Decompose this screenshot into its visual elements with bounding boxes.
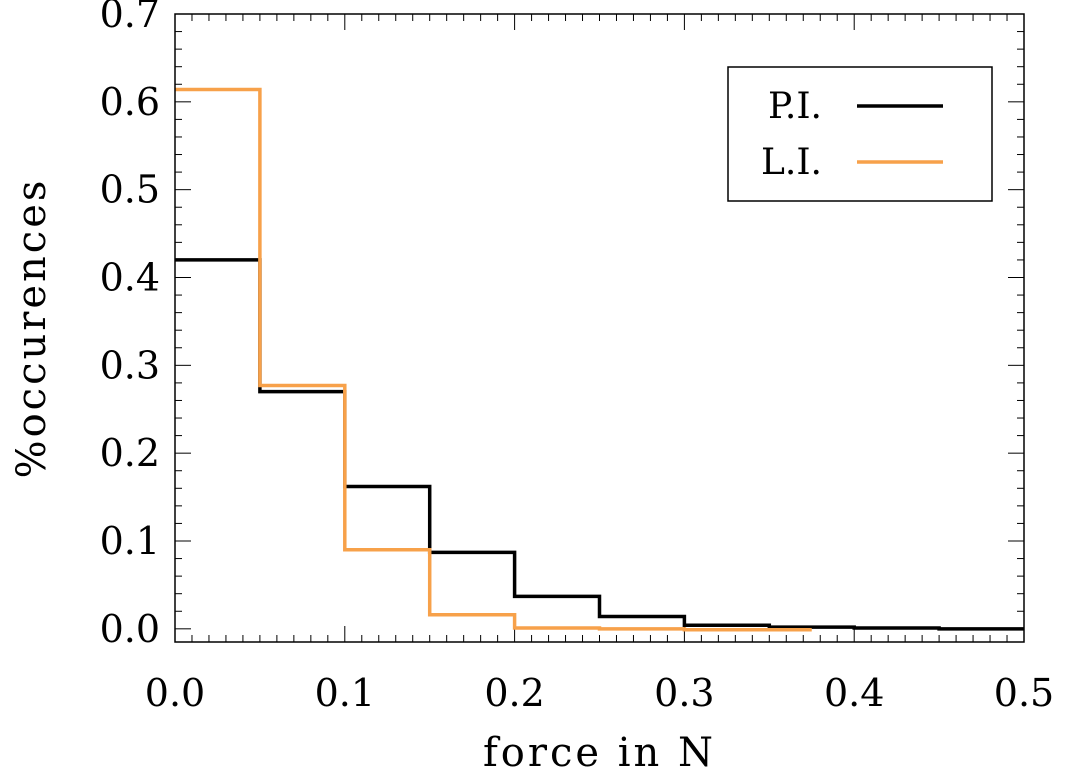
- x-tick-label: 0.0: [145, 671, 205, 715]
- y-tick-label: 0.0: [100, 607, 160, 651]
- plot-frame: [174, 13, 1025, 643]
- series-line-li: [175, 87, 812, 632]
- y-tick-label: 0.5: [100, 168, 160, 212]
- legend: P.I. L.I.: [727, 66, 993, 202]
- legend-label-pi: P.I.: [768, 86, 822, 127]
- legend-box: [727, 66, 993, 202]
- y-tick-label: 0.7: [100, 0, 160, 36]
- tick-labels: 0.0 0.1 0.2 0.3 0.4 0.5 0.0 0.1 0.2 0.3 0.4 0.5 0.6 0…: [100, 0, 1055, 715]
- y-tick-label: 0.6: [100, 80, 160, 124]
- x-tick-label: 0.4: [824, 671, 884, 715]
- x-tick-label: 0.5: [994, 671, 1054, 715]
- series-line-pi: [175, 258, 1024, 631]
- legend-label-li: L.I.: [761, 142, 822, 183]
- x-tick-label: 0.2: [484, 671, 544, 715]
- y-tick-label: 0.4: [100, 255, 160, 299]
- x-tick-label: 0.3: [654, 671, 714, 715]
- y-axis-title: %occurences: [9, 178, 55, 479]
- x-axis-title: force in N: [483, 730, 716, 776]
- series-layer: [175, 87, 1024, 632]
- y-tick-label: 0.3: [100, 343, 160, 387]
- y-tick-label: 0.2: [100, 431, 160, 475]
- y-tick-label: 0.1: [100, 519, 160, 563]
- x-tick-label: 0.1: [315, 671, 375, 715]
